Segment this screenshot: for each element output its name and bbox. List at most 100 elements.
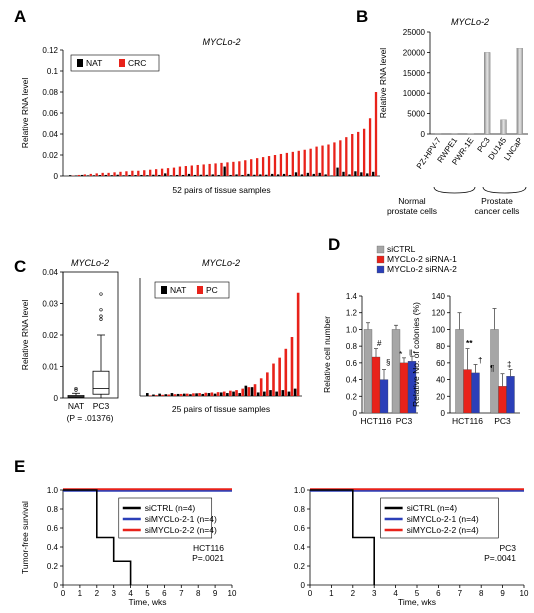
d1-sig-mark: § bbox=[386, 358, 390, 367]
a-bar-nat bbox=[235, 174, 238, 176]
a-bar-nat bbox=[336, 167, 339, 176]
c1-outlier bbox=[99, 308, 103, 312]
e1-y-tick-label: 1.0 bbox=[47, 486, 59, 495]
d-legend-swatch bbox=[376, 265, 385, 274]
a-y-tick-label: 0.06 bbox=[42, 109, 58, 118]
c1-y-tick-label: 0 bbox=[54, 394, 59, 403]
a-bar-crc bbox=[250, 159, 253, 176]
d-legend-label: siCTRL bbox=[387, 244, 416, 254]
e2-x-tick-label: 10 bbox=[520, 589, 529, 598]
a-legend-label: NAT bbox=[86, 58, 102, 68]
a-y-tick-label: 0.12 bbox=[42, 46, 58, 55]
a-bar-nat bbox=[265, 174, 268, 176]
a-bar-crc bbox=[345, 137, 348, 176]
a-bar-nat bbox=[247, 173, 250, 176]
c1-category-label: NAT bbox=[68, 401, 84, 411]
e1-legend-label: siMYCLo-2-2 (n=4) bbox=[145, 525, 217, 535]
c1-outlier bbox=[74, 388, 78, 392]
c1-outlier bbox=[99, 292, 103, 296]
c2-bar-nat bbox=[152, 394, 155, 396]
a-bar-nat bbox=[360, 172, 363, 176]
e1-x-tick-label: 9 bbox=[213, 589, 218, 598]
c2-bar-nat bbox=[250, 387, 254, 396]
d1-y-tick-label: 0.2 bbox=[346, 392, 358, 401]
d1-y-tick-label: 0.4 bbox=[346, 376, 358, 385]
c2-bar-nat bbox=[189, 394, 192, 396]
a-bar-nat bbox=[170, 175, 173, 176]
d2-category-label: PC3 bbox=[494, 416, 511, 426]
d2-bar bbox=[506, 376, 515, 414]
e2-y-tick-label: 0.2 bbox=[294, 562, 306, 571]
d2-y-tick-label: 100 bbox=[432, 325, 446, 334]
c2-bar-nat bbox=[232, 391, 235, 396]
b-y-axis-label: Relative RNA level bbox=[378, 48, 388, 119]
a-bar-nat bbox=[211, 174, 214, 176]
a-bar-nat bbox=[342, 171, 345, 176]
d-legend-label: MYCLo-2 siRNA-1 bbox=[387, 254, 457, 264]
a-bar-crc bbox=[297, 150, 300, 176]
d1-y-tick-label: 1.2 bbox=[346, 309, 358, 318]
d2-bar bbox=[455, 329, 464, 414]
c2-bar-nat bbox=[182, 393, 186, 396]
a-bar-crc bbox=[131, 170, 134, 176]
a-bar-crc bbox=[214, 163, 217, 176]
e1-y-tick-label: 0.2 bbox=[47, 562, 59, 571]
a-bar-nat bbox=[69, 175, 72, 176]
c2-bar-nat bbox=[219, 392, 223, 396]
c2-bar-pc bbox=[192, 393, 195, 396]
a-bar-crc bbox=[226, 162, 229, 176]
a-legend-swatch bbox=[119, 59, 125, 67]
c2-bar-pc bbox=[155, 395, 158, 396]
d2-y-tick-label: 120 bbox=[432, 309, 446, 318]
e2-y-tick-label: 0.4 bbox=[294, 543, 306, 552]
c2-bar-pc bbox=[161, 394, 164, 396]
d2-sig-mark: † bbox=[478, 356, 482, 365]
a-bar-nat bbox=[276, 174, 280, 176]
e1-y-axis-label: Tumor-free survival bbox=[20, 501, 30, 574]
e1-x-tick-label: 0 bbox=[61, 589, 66, 598]
d1-bar bbox=[379, 379, 389, 414]
a-bar-crc bbox=[149, 169, 152, 176]
c1-y-tick-label: 0.03 bbox=[42, 300, 58, 309]
e1-y-tick-label: 0.6 bbox=[47, 524, 59, 533]
a-bar-crc bbox=[285, 152, 289, 176]
a-bar-nat bbox=[324, 174, 327, 176]
a-x-axis-label: 52 pairs of tissue samples bbox=[172, 185, 270, 195]
c2-x-axis-label: 25 pairs of tissue samples bbox=[172, 404, 270, 414]
b-bar bbox=[484, 52, 491, 135]
e2-x-tick-label: 7 bbox=[458, 589, 463, 598]
a-bar-nat bbox=[312, 173, 315, 176]
b-group-bracket bbox=[433, 186, 476, 194]
a-bar-nat bbox=[152, 174, 155, 176]
b-y-tick-label: 5000 bbox=[407, 110, 425, 119]
a-bar-nat bbox=[164, 173, 167, 176]
a-bar-crc bbox=[238, 161, 241, 176]
c2-bar-nat bbox=[207, 393, 211, 396]
e2-x-tick-label: 4 bbox=[393, 589, 398, 598]
a-bar-nat bbox=[193, 174, 197, 176]
a-bar-crc bbox=[244, 160, 247, 176]
e2-y-tick-label: 0.8 bbox=[294, 505, 306, 514]
a-bar-nat bbox=[366, 173, 369, 176]
d1-y-axis-label: Relative cell number bbox=[322, 316, 332, 393]
a-bar-crc bbox=[261, 157, 265, 176]
e1-x-tick-label: 7 bbox=[179, 589, 184, 598]
a-legend-label: CRC bbox=[128, 58, 146, 68]
b-y-tick-label: 15000 bbox=[403, 69, 426, 78]
d2-bar bbox=[471, 372, 480, 414]
e2-legend-label: siMYCLo-2-1 (n=4) bbox=[407, 514, 479, 524]
a-y-tick-label: 0 bbox=[54, 172, 59, 181]
a-bar-crc bbox=[154, 169, 158, 176]
e2-x-tick-label: 9 bbox=[500, 589, 505, 598]
c2-bar-nat bbox=[176, 393, 180, 396]
a-bar-nat bbox=[187, 173, 191, 176]
a-bar-nat bbox=[128, 174, 131, 176]
c2-bar-nat bbox=[244, 385, 248, 396]
a-bar-crc bbox=[184, 166, 188, 176]
e2-legend-label: siCTRL (n=4) bbox=[407, 503, 458, 513]
e1-cell-label: HCT116 bbox=[193, 543, 224, 553]
d2-category-label: HCT116 bbox=[452, 416, 483, 426]
a-title: MYCLo-2 bbox=[202, 37, 240, 47]
d1-category-label: HCT116 bbox=[360, 416, 391, 426]
